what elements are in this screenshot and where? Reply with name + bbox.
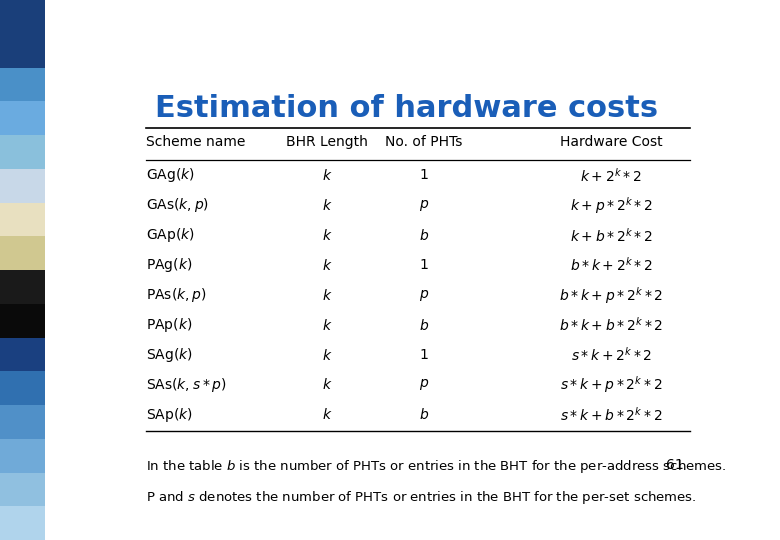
Text: $s * k + 2^k * 2$: $s * k + 2^k * 2$ [571, 346, 652, 364]
Text: $k + b * 2^k * 2$: $k + b * 2^k * 2$ [570, 226, 653, 244]
Text: $k$: $k$ [322, 377, 332, 393]
Text: SAg($k$): SAg($k$) [146, 346, 193, 364]
Text: 1: 1 [420, 348, 428, 362]
Text: GAg($k$): GAg($k$) [146, 166, 194, 184]
Text: $k$: $k$ [322, 258, 332, 273]
Text: $p$: $p$ [419, 377, 429, 393]
Text: $b$: $b$ [419, 228, 429, 243]
Text: $k$: $k$ [322, 168, 332, 183]
Text: 61: 61 [666, 458, 684, 472]
Text: Hardware Cost: Hardware Cost [560, 136, 663, 150]
Text: Estimation of hardware costs: Estimation of hardware costs [155, 94, 658, 123]
Text: PAg($k$): PAg($k$) [146, 256, 192, 274]
Text: $k$: $k$ [322, 348, 332, 362]
Text: $b * k + b * 2^k * 2$: $b * k + b * 2^k * 2$ [559, 316, 663, 334]
Text: $p$: $p$ [419, 198, 429, 213]
Text: PAs($k,p$): PAs($k,p$) [146, 286, 207, 304]
Text: $b$: $b$ [419, 318, 429, 333]
Text: $p$: $p$ [419, 288, 429, 302]
Text: $s * k + b * 2^k * 2$: $s * k + b * 2^k * 2$ [560, 406, 662, 424]
Text: $b * k + p * 2^k * 2$: $b * k + p * 2^k * 2$ [559, 285, 663, 306]
Text: $s * k + p * 2^k * 2$: $s * k + p * 2^k * 2$ [560, 375, 662, 395]
Text: SAs($k,s*p$): SAs($k,s*p$) [146, 376, 226, 394]
Text: $k$: $k$ [322, 407, 332, 422]
Text: In the table $b$ is the number of PHTs or entries in the BHT for the per-address: In the table $b$ is the number of PHTs o… [146, 458, 726, 475]
Text: 1: 1 [420, 258, 428, 272]
Text: No. of PHTs: No. of PHTs [385, 136, 463, 150]
Text: $k$: $k$ [322, 288, 332, 302]
Text: GAs($k,p$): GAs($k,p$) [146, 197, 209, 214]
Text: 1: 1 [420, 168, 428, 183]
Text: $b * k + 2^k * 2$: $b * k + 2^k * 2$ [570, 256, 653, 274]
Text: SAp($k$): SAp($k$) [146, 406, 193, 424]
Text: P and $s$ denotes the number of PHTs or entries in the BHT for the per-set schem: P and $s$ denotes the number of PHTs or … [146, 489, 697, 507]
Text: $k$: $k$ [322, 228, 332, 243]
Text: GAp($k$): GAp($k$) [146, 226, 194, 244]
Text: PAp($k$): PAp($k$) [146, 316, 192, 334]
Text: $k + 2^k * 2$: $k + 2^k * 2$ [580, 166, 642, 184]
Text: $k$: $k$ [322, 318, 332, 333]
Text: Scheme name: Scheme name [146, 136, 245, 150]
Text: $k + p * 2^k * 2$: $k + p * 2^k * 2$ [570, 195, 653, 216]
Text: $b$: $b$ [419, 407, 429, 422]
Text: $k$: $k$ [322, 198, 332, 213]
Text: BHR Length: BHR Length [286, 136, 368, 150]
